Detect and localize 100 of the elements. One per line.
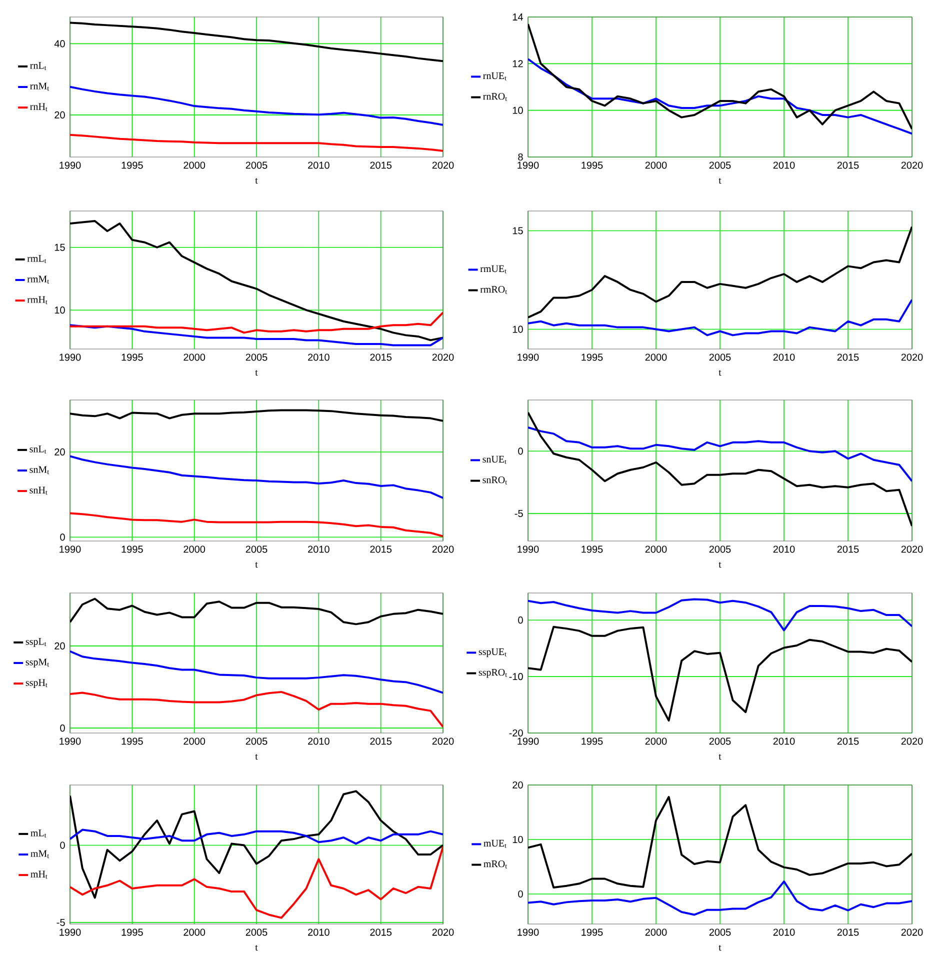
x-tick-label: 2000 [645, 928, 667, 936]
x-tick-label: 2000 [184, 162, 206, 169]
x-tick-label: 2015 [370, 162, 392, 169]
x-axis-title: t [255, 370, 258, 376]
x-tick-label: 2005 [709, 162, 731, 169]
x-tick-label: 2005 [246, 546, 268, 553]
x-tick-label: 1990 [518, 928, 539, 936]
x-tick-label: 2000 [645, 162, 667, 169]
y-tick-label: 15 [54, 244, 65, 251]
y-tick-label: 20 [512, 781, 523, 789]
x-tick-label: 1990 [60, 738, 81, 745]
x-tick-label: 2005 [709, 546, 731, 553]
x-tick-label: 2005 [246, 162, 268, 169]
y-tick-label: 0 [60, 724, 65, 732]
x-tick-label: 2005 [246, 738, 268, 745]
y-tick-label: 40 [54, 40, 65, 48]
y-tick-label: 20 [54, 448, 65, 456]
legend-label: rnRO$_{t}$ [483, 92, 508, 101]
y-tick-label: -5 [514, 510, 523, 518]
y-tick-label: 20 [54, 642, 65, 650]
x-tick-label: 2000 [184, 546, 206, 553]
y-tick-label: 10 [54, 306, 65, 314]
line-series [70, 598, 443, 626]
x-tick-label: 2005 [709, 928, 731, 936]
x-tick-label: 1995 [582, 546, 603, 553]
line-series [528, 426, 912, 482]
y-tick-label: 0 [60, 534, 65, 541]
x-tick-label: 2020 [432, 546, 454, 553]
x-tick-label: 2015 [837, 738, 859, 745]
x-tick-label: 1995 [122, 546, 143, 553]
y-tick-label: 15 [512, 227, 523, 234]
x-tick-label: 1990 [518, 162, 539, 169]
legend-label: snL$_{t}$ [30, 446, 46, 454]
legend-label: mRO$_{t}$ [484, 860, 508, 868]
x-tick-label: 2020 [901, 354, 923, 361]
legend-label: rnL$_{t}$ [30, 62, 46, 70]
x-tick-label: 2020 [901, 162, 923, 169]
legend-label: rmL$_{t}$ [27, 255, 46, 264]
x-tick-label: 2015 [837, 546, 859, 553]
x-tick-label: 2020 [901, 928, 923, 936]
x-tick-label: 2005 [709, 738, 731, 745]
x-axis-title: t [255, 562, 258, 568]
legend-label: snH$_{t}$ [30, 486, 48, 495]
x-tick-label: 2015 [370, 354, 392, 361]
y-tick-label: 0 [60, 842, 65, 849]
x-tick-label: 1990 [60, 546, 81, 553]
x-tick-label: 1995 [122, 928, 143, 936]
x-tick-label: 1995 [122, 162, 143, 169]
y-tick-label: 10 [512, 836, 523, 844]
x-tick-label: 1990 [60, 162, 81, 169]
x-tick-label: 1990 [518, 354, 539, 361]
y-tick-label: 0 [518, 616, 523, 624]
x-tick-label: 2015 [837, 928, 859, 936]
legend-label: sspUE$_{t}$ [478, 648, 506, 658]
x-axis-title: t [255, 944, 258, 951]
x-tick-label: 2015 [370, 738, 392, 745]
x-axis-title: t [718, 754, 722, 760]
x-tick-label: 2010 [308, 546, 330, 553]
x-tick-label: 2010 [773, 546, 795, 553]
x-tick-label: 2005 [246, 354, 268, 361]
legend-label: rmH$_{t}$ [27, 296, 48, 304]
legend-label: snM$_{t}$ [30, 466, 50, 474]
x-tick-label: 2010 [308, 738, 330, 745]
x-tick-label: 2010 [308, 354, 330, 361]
line-series [528, 411, 912, 528]
y-tick-label: 20 [54, 111, 65, 119]
x-tick-label: 2015 [370, 928, 392, 936]
x-tick-label: 2005 [246, 928, 268, 936]
legend-label: rnH$_{t}$ [30, 103, 48, 112]
x-tick-label: 2010 [308, 928, 330, 936]
legend-label: mL$_{t}$ [30, 830, 46, 838]
legend-label: rmUE$_{t}$ [480, 265, 506, 274]
x-tick-label: 2010 [773, 738, 795, 745]
x-tick-label: 1990 [518, 546, 539, 553]
x-tick-label: 1995 [122, 738, 143, 745]
x-tick-label: 1990 [60, 928, 81, 936]
x-tick-label: 2000 [184, 928, 206, 936]
y-tick-label: -10 [509, 673, 523, 680]
legend-label: rnM$_{t}$ [30, 82, 50, 91]
x-axis-title: t [718, 370, 722, 376]
y-tick-label: 0 [518, 448, 523, 455]
line-series [528, 796, 912, 888]
y-tick-label: 10 [512, 106, 523, 114]
y-tick-label: 8 [518, 153, 523, 161]
x-axis-title: t [718, 944, 722, 951]
y-tick-label: 14 [512, 14, 523, 20]
x-tick-label: 2020 [432, 162, 454, 169]
y-tick-label: -5 [56, 918, 65, 926]
x-tick-label: 2020 [432, 928, 454, 936]
legend-label: sspM$_{t}$ [26, 658, 50, 668]
x-axis-title: t [718, 178, 722, 184]
x-tick-label: 2000 [645, 738, 667, 745]
line-series [528, 626, 912, 722]
legend-label: sspL$_{t}$ [26, 638, 46, 647]
x-tick-label: 2000 [184, 354, 206, 361]
x-tick-label: 2020 [432, 738, 454, 745]
x-tick-label: 1995 [582, 928, 603, 936]
y-tick-label: 0 [518, 890, 523, 898]
y-tick-label: 10 [512, 326, 523, 333]
x-tick-label: 2010 [308, 162, 330, 169]
